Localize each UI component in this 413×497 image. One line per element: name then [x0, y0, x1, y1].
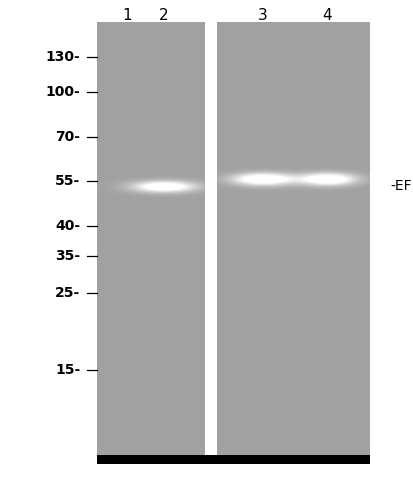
- Text: 35-: 35-: [55, 249, 81, 263]
- Text: 70-: 70-: [55, 130, 81, 144]
- Text: 2: 2: [159, 8, 169, 23]
- Text: 3: 3: [258, 8, 268, 23]
- Text: 15-: 15-: [55, 363, 81, 377]
- Text: 130-: 130-: [46, 50, 81, 64]
- Text: -EF1A: -EF1A: [390, 179, 413, 193]
- Text: 55-: 55-: [55, 174, 81, 188]
- Text: 100-: 100-: [46, 85, 81, 99]
- Text: 4: 4: [322, 8, 332, 23]
- Text: 1: 1: [122, 8, 132, 23]
- Text: 25-: 25-: [55, 286, 81, 300]
- Text: 40-: 40-: [55, 219, 81, 233]
- Bar: [97, 455, 370, 464]
